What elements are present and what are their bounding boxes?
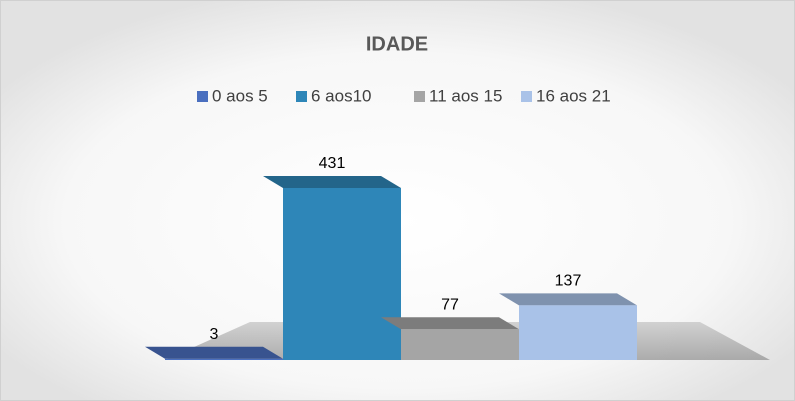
bar-front xyxy=(519,305,637,360)
bar-top xyxy=(381,317,519,330)
legend: 0 aos 5 6 aos10 11 aos 15 16 aos 21 xyxy=(197,86,611,105)
chart-title: IDADE xyxy=(366,33,428,55)
data-label: 3 xyxy=(210,326,219,343)
bar-top xyxy=(499,293,637,306)
bar-front xyxy=(283,188,401,360)
bar xyxy=(381,317,519,360)
legend-label: 6 aos10 xyxy=(311,86,372,105)
bar-front xyxy=(401,329,519,360)
bar-top xyxy=(145,346,283,359)
bar-top xyxy=(263,176,401,188)
legend-swatch xyxy=(414,91,425,102)
data-label: 137 xyxy=(555,273,582,290)
legend-label: 16 aos 21 xyxy=(536,86,611,105)
legend-swatch xyxy=(197,91,208,102)
data-label: 431 xyxy=(319,155,346,172)
bar xyxy=(499,293,637,360)
bar-front xyxy=(165,358,283,360)
legend-label: 0 aos 5 xyxy=(212,86,268,105)
data-label: 77 xyxy=(441,296,459,313)
bar xyxy=(145,346,283,360)
legend-label: 11 aos 15 xyxy=(429,86,502,105)
legend-swatch xyxy=(521,91,532,102)
legend-swatch xyxy=(296,91,307,102)
bar xyxy=(263,176,401,360)
plot: 3 431 77 137 xyxy=(145,155,637,360)
